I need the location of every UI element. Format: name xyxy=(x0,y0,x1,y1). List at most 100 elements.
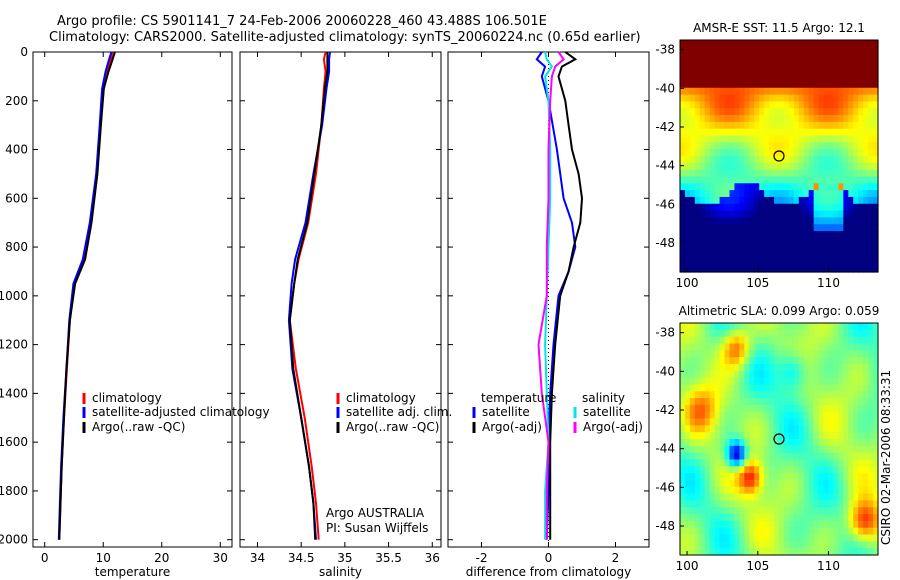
amsre_sst-cell xyxy=(749,108,755,116)
title-line-1: Argo profile: CS 5901141_7 24-Feb-2006 2… xyxy=(57,14,547,29)
amsre_sst-cell xyxy=(833,149,839,157)
amsre_sst-cell xyxy=(813,237,820,246)
amsre_sst-cell xyxy=(744,196,750,205)
altimetric_sla-cell xyxy=(684,329,691,338)
amsre_sst-cell xyxy=(734,128,740,137)
difference-series-salinity-argo-adj- xyxy=(537,51,565,540)
altimetric_sla-cell xyxy=(704,323,711,331)
amsre_sst-cell xyxy=(873,169,879,178)
altimetric_sla-cell xyxy=(739,377,745,386)
amsre_sst-cell xyxy=(779,115,785,123)
altimetric_sla-cell xyxy=(680,357,686,365)
amsre_sst-cell xyxy=(813,196,820,205)
altimetric_sla-cell xyxy=(808,357,815,365)
amsre_sst-cell xyxy=(868,53,874,62)
amsre_sst-cell xyxy=(709,231,716,239)
amsre_sst-cell xyxy=(744,231,750,239)
amsre_sst-cell xyxy=(719,162,726,171)
altimetric_sla-cell xyxy=(808,479,815,488)
amsre_sst-cell xyxy=(714,258,721,266)
amsre_sst-cell xyxy=(709,46,716,55)
amsre_sst-cell xyxy=(803,169,810,178)
amsre_sst-cell xyxy=(764,156,770,164)
altimetric_sla-cell xyxy=(694,514,701,522)
amsre_sst-cell xyxy=(709,60,716,68)
altimetric_sla-cell xyxy=(853,507,859,515)
altimetric_sla-cell xyxy=(709,520,716,529)
amsre_sst-cell xyxy=(828,53,835,62)
amsre_sst-cell xyxy=(729,251,736,259)
amsre_sst-cell xyxy=(774,115,780,123)
altimetric_sla-cell xyxy=(774,363,780,372)
amsre_sst-cell xyxy=(724,53,731,62)
amsre_sst-cell xyxy=(729,67,736,75)
altimetric_sla-cell xyxy=(858,520,864,529)
altimetric_sla-cell xyxy=(759,514,765,522)
amsre_sst-cell xyxy=(779,258,785,266)
amsre_sst-cell xyxy=(689,251,696,259)
amsre_sst-cell xyxy=(684,108,691,116)
amsre_sst-cell xyxy=(848,67,854,75)
amsre_sst-cell xyxy=(769,142,775,150)
altimetric_sla-cell xyxy=(779,384,785,392)
altimetric_sla-cell xyxy=(868,384,874,392)
amsre_sst-cell xyxy=(699,149,706,157)
altimetric_sla-cell xyxy=(833,370,839,379)
amsre_sst-cell xyxy=(783,94,790,103)
altimetric_sla-cell xyxy=(828,459,835,467)
altimetric_sla-cell xyxy=(754,534,760,542)
altimetric_sla-cell xyxy=(843,391,849,399)
amsre_sst-cell xyxy=(764,67,770,75)
amsre_sst-cell xyxy=(754,115,760,123)
amsre_sst-cell xyxy=(858,210,864,219)
amsre_sst-cell xyxy=(764,162,770,171)
altimetric_sla-cell xyxy=(803,350,810,358)
amsre_sst-cell xyxy=(813,162,820,171)
amsre_sst-cell xyxy=(788,203,795,212)
altimetric_sla-cell xyxy=(783,350,790,358)
altimetric_sla-cell xyxy=(714,350,721,358)
altimetric_sla-cell xyxy=(833,445,839,454)
amsre_sst-cell xyxy=(793,183,800,191)
altimetric_sla-cell xyxy=(689,370,696,379)
altimetric_sla-cell xyxy=(823,370,830,379)
altimetric_sla-cell xyxy=(774,370,780,379)
amsre_sst-cell xyxy=(704,231,711,239)
altimetric_sla-cell xyxy=(680,520,686,529)
altimetric_sla-cell xyxy=(873,548,879,556)
altimetric_sla-cell xyxy=(818,411,825,420)
amsre_sst-cell xyxy=(843,46,849,55)
amsre_sst-cell xyxy=(709,224,716,232)
salinity-xtick-label: 34.5 xyxy=(288,551,315,565)
altimetric_sla-cell xyxy=(704,473,711,481)
amsre_sst-cell xyxy=(684,237,691,246)
amsre_sst-cell xyxy=(788,46,795,55)
altimetric_sla-cell xyxy=(764,473,770,481)
altimetric_sla-cell xyxy=(704,336,711,345)
amsre_sst-cell xyxy=(719,231,726,239)
amsre_sst-cell xyxy=(680,203,686,212)
amsre_sst-cell xyxy=(783,135,790,143)
amsre_sst-cell xyxy=(684,231,691,239)
altimetric_sla-cell xyxy=(833,425,839,433)
altimetric_sla-cell xyxy=(873,432,879,440)
altimetric_sla-cell xyxy=(719,391,726,399)
altimetric_sla-cell xyxy=(848,377,854,386)
altimetric_sla-cell xyxy=(873,377,879,386)
amsre_sst-cell xyxy=(788,67,795,75)
amsre_sst-cell xyxy=(798,231,805,239)
altimetric_sla-cell xyxy=(818,493,825,502)
amsre_sst-cell xyxy=(729,101,736,109)
altimetric_sla-cell xyxy=(863,466,869,474)
altimetric_sla-cell xyxy=(779,479,785,488)
amsre_sst-cell xyxy=(823,203,830,212)
amsre_sst-cell xyxy=(853,67,859,75)
amsre_sst-cell xyxy=(868,121,874,130)
altimetric_sla-cell xyxy=(848,391,854,399)
amsre_sst-cell xyxy=(734,265,740,273)
altimetric_sla-cell xyxy=(774,459,780,467)
amsre_sst-cell xyxy=(724,67,731,75)
altimetric_sla-cell xyxy=(719,329,726,338)
altimetric_sla-cell xyxy=(709,377,716,386)
amsre_sst-ytick-label: -40 xyxy=(655,81,675,95)
